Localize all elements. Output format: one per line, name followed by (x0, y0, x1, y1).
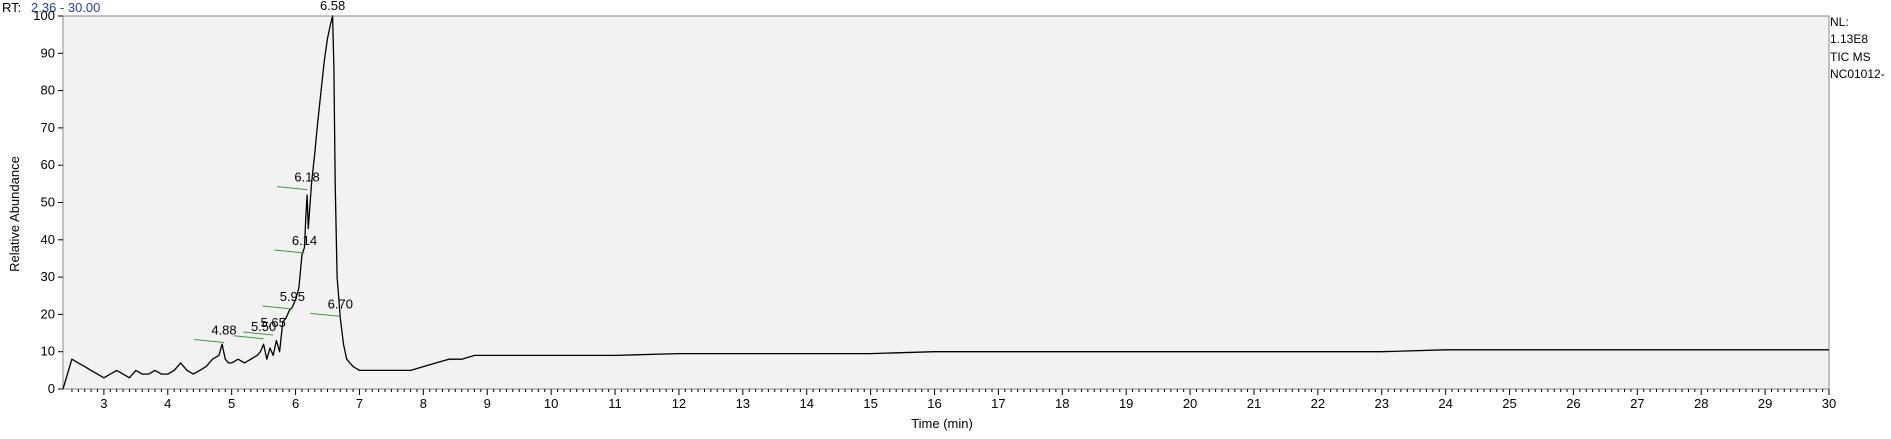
x-axis-title: Time (min) (911, 416, 973, 431)
x-tick-label: 16 (927, 396, 941, 411)
rt-prefix-label: RT: (2, 0, 21, 15)
peak-marker (277, 186, 308, 191)
x-tick-label: 14 (799, 396, 813, 411)
peak-label: 6.18 (294, 170, 319, 185)
peak-label: 5.95 (280, 289, 305, 304)
x-tick-label: 6 (292, 396, 299, 411)
peak-label: 5.65 (261, 315, 286, 330)
y-tick-label: 100 (33, 8, 55, 23)
y-tick-label: 70 (41, 120, 55, 135)
peak-marker (233, 335, 264, 340)
x-tick-label: 22 (1311, 396, 1325, 411)
x-tick-label: 13 (736, 396, 750, 411)
trace-group (62, 15, 1829, 390)
y-tick-label: 50 (41, 195, 55, 210)
x-tick-label: 11 (608, 396, 622, 411)
y-tick-label: 20 (41, 306, 55, 321)
rt-range-value: 2.36 - 30.00 (31, 0, 100, 15)
peak-marker (262, 305, 293, 310)
peak-marker (274, 249, 305, 254)
x-tick-label: 8 (420, 396, 427, 411)
x-tick-label: 7 (356, 396, 363, 411)
x-tick-label: 20 (1183, 396, 1197, 411)
y-tick-label: 60 (41, 157, 55, 172)
x-tick-label: 28 (1694, 396, 1708, 411)
plot-area (62, 15, 1830, 390)
x-tick-label: 17 (991, 396, 1005, 411)
y-tick-label: 0 (48, 381, 55, 396)
y-axis-title: Relative Abundance (7, 156, 22, 272)
x-tick-label: 15 (863, 396, 877, 411)
nl-value: 1.13E8 (1830, 32, 1868, 46)
y-tick-label: 10 (41, 344, 55, 359)
x-tick-label: 30 (1822, 396, 1836, 411)
x-tick-label: 29 (1758, 396, 1772, 411)
x-tick-label: 10 (544, 396, 558, 411)
x-tick-label: 5 (228, 396, 235, 411)
x-tick-label: 18 (1055, 396, 1069, 411)
x-tick-label: 26 (1566, 396, 1580, 411)
tic-trace (62, 15, 1829, 390)
y-tick-label: 30 (41, 269, 55, 284)
peak-label: 6.58 (320, 0, 345, 13)
x-tick-label: 9 (484, 396, 491, 411)
x-tick-label: 23 (1375, 396, 1389, 411)
nl-label: NL: (1830, 15, 1849, 29)
x-tick-label: 24 (1438, 396, 1452, 411)
y-tick-label: 80 (41, 83, 55, 98)
x-tick-label: 4 (164, 396, 171, 411)
x-tick-label: 19 (1119, 396, 1133, 411)
peak-label: 5.50 (251, 319, 276, 334)
x-tick-label: 3 (100, 396, 107, 411)
sample-name: NC01012- (1830, 67, 1885, 81)
scan-filter: TIC MS (1830, 50, 1871, 64)
peak-marker (193, 339, 225, 344)
y-tick-label: 90 (41, 45, 55, 60)
x-tick-label: 25 (1502, 396, 1516, 411)
peak-labels: 4.88 5.505.65 5.95 6.14 6.18 6.58 6.70 (193, 0, 353, 344)
axis-ticks: 0 10 20 30 40 50 60 70 80 90 100 3 4 5 6 7 8 9 10 11 12 13 14 1… (33, 8, 1836, 411)
x-tick-label: 27 (1630, 396, 1644, 411)
peak-label: 6.70 (328, 296, 353, 311)
y-tick-label: 40 (41, 232, 55, 247)
peak-label: 4.88 (211, 323, 236, 338)
peak-label: 6.14 (292, 233, 317, 248)
x-tick-label: 21 (1247, 396, 1261, 411)
peak-marker (243, 331, 274, 336)
peak-marker (310, 312, 341, 317)
x-tick-label: 12 (672, 396, 686, 411)
